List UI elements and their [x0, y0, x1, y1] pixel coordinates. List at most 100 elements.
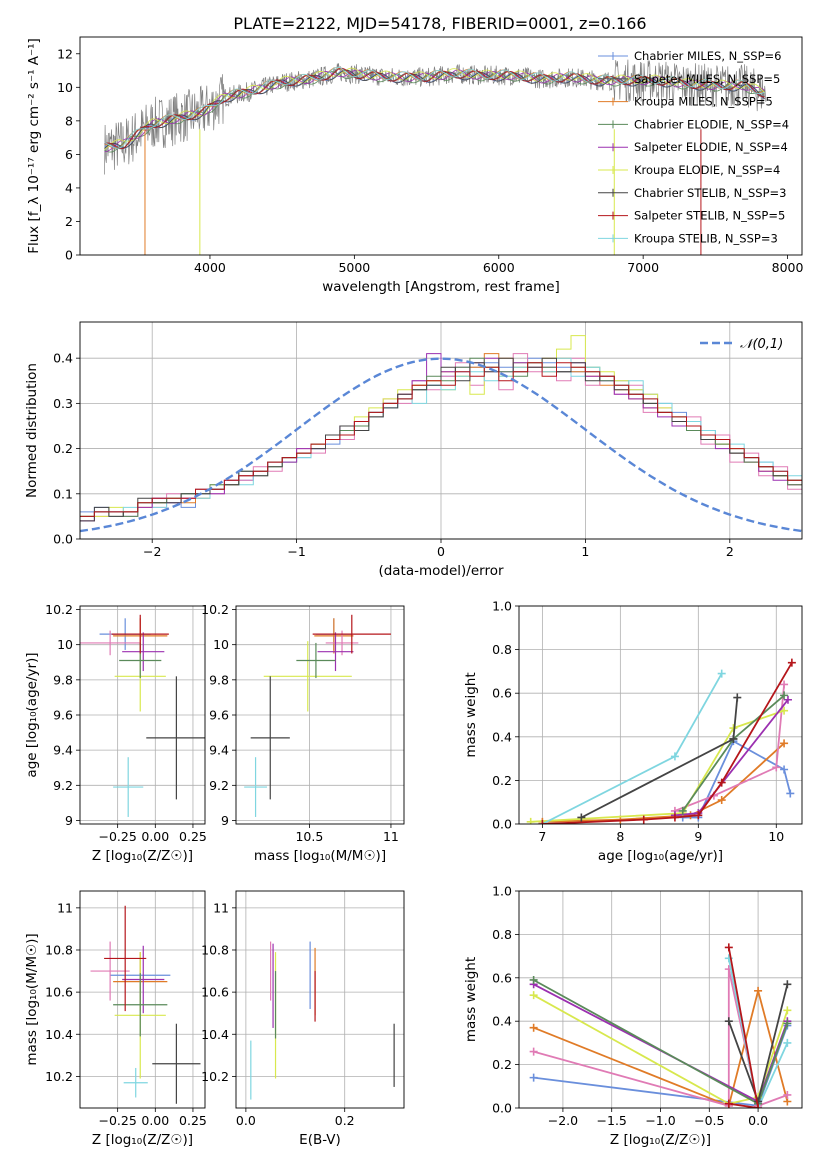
model-line [104, 66, 765, 149]
x-tick-label: −0.25 [98, 1113, 136, 1128]
mass-weight-vs-age-panel: 7 8 9 10 0.0 0.2 0.4 0.6 0.8 1.0 age [log₁₀(age/yr… [463, 599, 803, 864]
x-tick-label: 0.2 [335, 1113, 355, 1128]
y-axis-label: Normed distribution [24, 363, 40, 498]
x-tick-label: 0.25 [179, 1113, 207, 1128]
y-tick-label: 10.2 [45, 1069, 73, 1084]
plus-marker [529, 1047, 538, 1056]
plus-marker [670, 752, 679, 761]
plus-marker [717, 778, 726, 787]
age-vs-mass-panel: 10.5 11 9 9.2 9.4 9.6 9.8 10 10.2 mass [log₁₀(M/M… [201, 602, 405, 864]
y-tick-label: 0.0 [492, 817, 512, 832]
y-tick-label: 9.6 [53, 708, 73, 723]
plus-marker [529, 991, 538, 1000]
axes-frame [79, 890, 206, 1109]
y-tick-label: 0.8 [492, 642, 512, 657]
plus-marker [783, 1006, 792, 1015]
axes-frame [235, 890, 405, 1109]
x-tick-label: −0.25 [98, 829, 136, 844]
x-axis-label: (data-model)/error [378, 563, 504, 579]
plus-marker [783, 1019, 792, 1028]
mass-vs-metallicity-panel: −0.25 0.00 0.25 10.2 10.4 10.6 10.8 11 Z [log₁₀(… [24, 890, 207, 1148]
plus-marker [783, 980, 792, 989]
plus-marker [526, 817, 535, 824]
mass-weight-line [542, 742, 785, 823]
x-tick-label: 0.00 [141, 1113, 169, 1128]
histogram-step-line [80, 335, 802, 517]
mass-weight-line [727, 958, 789, 1108]
figure-title: PLATE=2122, MJD=54178, FIBERID=0001, z=0… [233, 14, 646, 33]
mass-weight-line [727, 947, 760, 1108]
axes-frame [235, 605, 405, 825]
axes-frame [79, 605, 206, 825]
model-line [104, 69, 765, 150]
y-tick-label: 0.2 [492, 1057, 512, 1072]
mass-weight-line [541, 673, 723, 824]
plus-marker [754, 986, 763, 995]
y-tick-label: 10 [57, 80, 73, 95]
y-tick-label: 0.4 [53, 351, 73, 366]
plus-marker [724, 943, 733, 952]
x-tick-label: 7000 [627, 260, 659, 275]
y-tick-label: 0 [65, 248, 73, 263]
axes-frame [79, 36, 803, 256]
plot-area [250, 941, 395, 1100]
y-tick-label: 9.2 [209, 778, 229, 793]
plot-area [80, 335, 802, 533]
axes: 4000 5000 6000 7000 8000 0 2 4 6 8 10 12 wavelength … [26, 36, 804, 295]
legend-label: Salpeter ELODIE, N_SSP=4 [634, 140, 788, 154]
y-axis-label: mass [log₁₀(M/M☉)] [24, 933, 40, 1065]
y-tick-label: 9 [65, 813, 73, 828]
x-tick-label: −1 [287, 544, 305, 559]
y-tick-label: 10 [213, 637, 229, 652]
y-tick-label: 0.3 [53, 396, 73, 411]
plus-marker [780, 706, 789, 715]
residual-histogram-panel: −2 −1 0 1 2 0.0 0.1 0.2 0.3 0.4 (data-model)/error… [24, 321, 803, 579]
axes: −0.25 0.00 0.25 9 9.2 9.4 9.6 9.8 10 10.2 Z [log₁₀… [24, 602, 207, 864]
y-tick-label: 10.6 [201, 985, 229, 1000]
y-tick-label: 0.1 [53, 486, 73, 501]
x-tick-label: 2 [726, 544, 734, 559]
legend-label: Kroupa STELIB, N_SSP=3 [634, 231, 778, 245]
y-tick-label: 9.2 [53, 778, 73, 793]
x-tick-label: 8 [616, 829, 624, 844]
y-tick-label: 0.2 [492, 773, 512, 788]
y-tick-label: 0.4 [492, 729, 512, 744]
y-tick-label: 8 [65, 113, 73, 128]
x-axis-label: Z [log₁₀(Z/Z☉)] [92, 848, 193, 864]
x-tick-label: 7 [538, 829, 546, 844]
y-tick-label: 4 [65, 180, 73, 195]
plus-marker [754, 1104, 763, 1108]
y-tick-label: 9.8 [53, 672, 73, 687]
x-tick-label: 5000 [338, 260, 370, 275]
y-tick-label: 9.4 [53, 743, 73, 758]
x-tick-label: 0.0 [748, 1113, 768, 1128]
model-line [104, 69, 765, 149]
y-tick-label: 9.8 [209, 672, 229, 687]
y-tick-label: 10.4 [201, 1027, 229, 1042]
y-tick-label: 0.0 [492, 1101, 512, 1116]
model-line [104, 67, 765, 149]
plot-area [526, 658, 796, 824]
histogram-step-line [80, 362, 802, 517]
x-tick-label: 1 [581, 544, 589, 559]
legend: Chabrier MILES, N_SSP=6 Salpeter MILES, N… [598, 49, 789, 245]
x-tick-label: −2 [143, 544, 161, 559]
histogram-step-line [80, 357, 802, 522]
y-tick-label: 10.6 [45, 985, 73, 1000]
x-tick-label: 4000 [194, 260, 226, 275]
y-tick-label: 12 [57, 46, 73, 61]
model-line [104, 67, 766, 150]
axes: −0.25 0.00 0.25 10.2 10.4 10.6 10.8 11 Z [log₁₀(… [24, 890, 207, 1148]
y-tick-label: 0.0 [53, 532, 73, 547]
y-axis-label: mass weight [463, 957, 479, 1042]
y-tick-label: 9.4 [209, 743, 229, 758]
x-axis-label: E(B-V) [299, 1132, 341, 1148]
y-tick-label: 0.6 [492, 686, 512, 701]
histogram-step-line [80, 353, 802, 522]
plus-marker [780, 680, 789, 689]
y-tick-label: 0.4 [492, 1014, 512, 1029]
legend-label: Chabrier ELODIE, N_SSP=4 [634, 117, 789, 131]
plus-marker [529, 975, 538, 984]
y-tick-label: 9.6 [209, 708, 229, 723]
